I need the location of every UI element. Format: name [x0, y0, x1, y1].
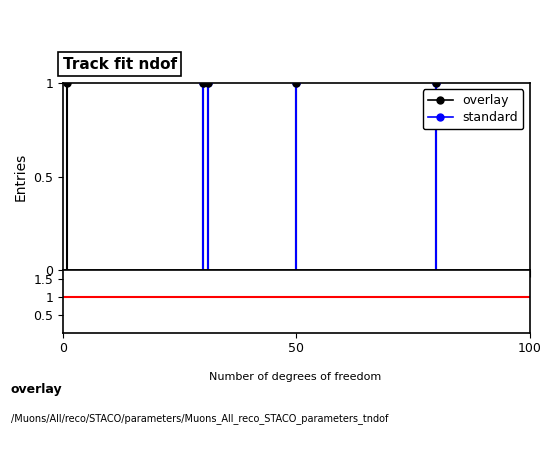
Text: /Muons/All/reco/STACO/parameters/Muons_All_reco_STACO_parameters_tndof: /Muons/All/reco/STACO/parameters/Muons_A…	[11, 413, 388, 425]
Text: Number of degrees of freedom: Number of degrees of freedom	[209, 372, 381, 382]
Text: Track fit ndof: Track fit ndof	[63, 57, 177, 72]
Y-axis label: Entries: Entries	[14, 152, 27, 201]
Text: overlay: overlay	[11, 383, 63, 396]
Legend: overlay, standard: overlay, standard	[423, 90, 524, 129]
